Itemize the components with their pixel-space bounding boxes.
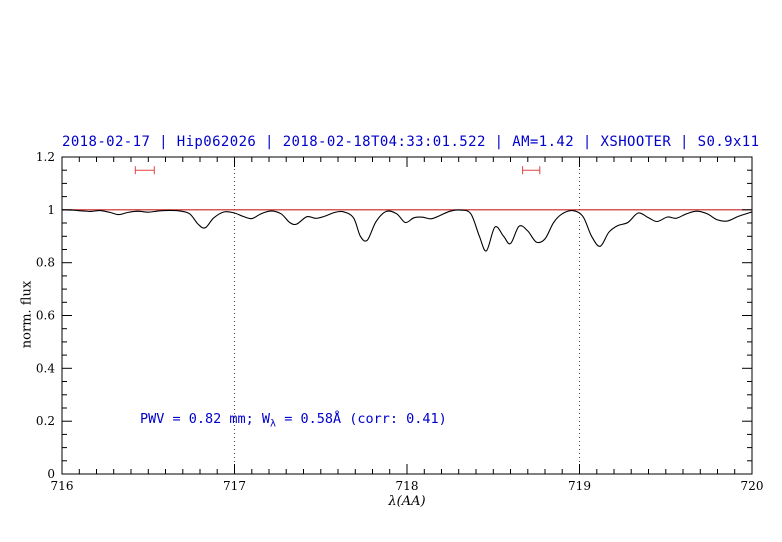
y-tick-label: 0.2 (36, 414, 55, 428)
series-observed-spectrum (61, 209, 753, 252)
x-tick-label: 720 (741, 479, 764, 493)
x-tick-label: 718 (396, 479, 419, 493)
y-tick-label: 0.8 (36, 256, 55, 270)
y-tick-label: 0 (47, 467, 55, 481)
y-tick-label: 0.6 (36, 309, 55, 323)
y-tick-label: 1 (47, 203, 55, 217)
pwv-annotation-sub: λ (270, 418, 277, 430)
x-tick-label: 717 (223, 479, 246, 493)
y-axis-label: norm. flux (19, 280, 35, 349)
y-tick-label: 1.2 (36, 150, 55, 164)
y-tick-label: 0.4 (36, 361, 55, 375)
x-tick-label: 719 (568, 479, 591, 493)
x-tick-label: 716 (51, 479, 74, 493)
pwv-annotation-prefix: PWV = 0.82 mm; W (140, 411, 271, 427)
x-axis-label: λ(AA) (388, 494, 426, 509)
pwv-annotation: PWV = 0.82 mm; Wλ = 0.58Å (corr: 0.41) (140, 411, 447, 430)
pwv-annotation-suffix: = 0.58Å (corr: 0.41) (276, 411, 447, 427)
plot-title: 2018-02-17 | Hip062026 | 2018-02-18T04:3… (62, 134, 760, 150)
